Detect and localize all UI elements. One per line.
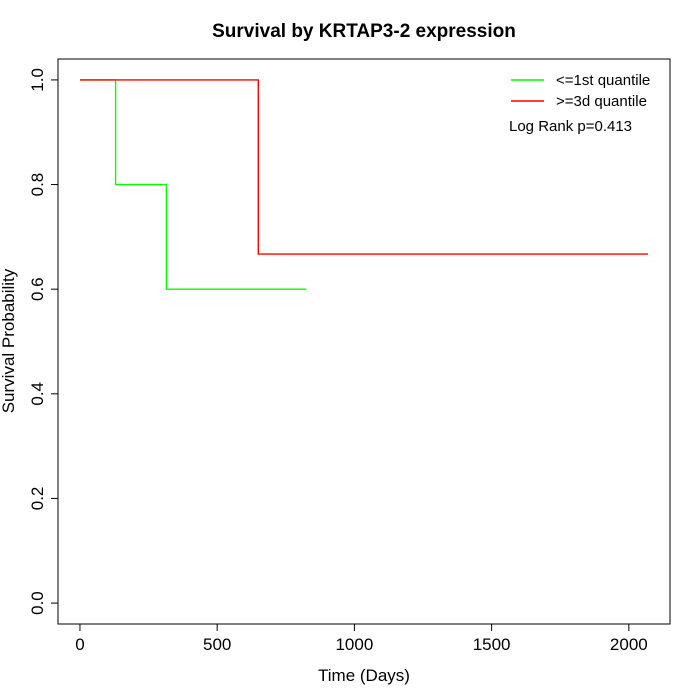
survival-curve-low: [80, 79, 307, 290]
legend-label: <=1st quantile: [556, 72, 650, 89]
x-axis-label: Time (Days): [318, 666, 410, 685]
survival-curve-high: [80, 79, 648, 255]
x-tick-label: 1500: [473, 635, 511, 654]
x-tick-label: 1000: [335, 635, 373, 654]
log-rank-annotation: Log Rank p=0.413: [509, 118, 632, 135]
series-layer: [80, 79, 648, 290]
legend-label: >=3d quantile: [556, 93, 647, 110]
y-tick-label: 0.4: [28, 382, 47, 406]
y-tick-label: 0.0: [28, 591, 47, 615]
y-axis: 0.0 0.2 0.4 0.6 0.8 1.0: [28, 68, 59, 615]
x-tick-label: 0: [75, 635, 84, 654]
y-tick-label: 0.6: [28, 277, 47, 301]
x-tick-label: 2000: [610, 635, 648, 654]
legend: <=1st quantile >=3d quantile: [511, 72, 650, 110]
chart-title: Survival by KRTAP3-2 expression: [212, 21, 516, 42]
plot-frame: [57, 58, 671, 625]
y-tick-label: 0.2: [28, 487, 47, 511]
x-axis: 0 500 1000 1500 2000: [75, 623, 648, 654]
y-tick-label: 1.0: [28, 68, 47, 92]
y-tick-label: 0.8: [28, 173, 47, 197]
x-tick-label: 500: [203, 635, 231, 654]
y-axis-label: Survival Probability: [0, 268, 18, 413]
